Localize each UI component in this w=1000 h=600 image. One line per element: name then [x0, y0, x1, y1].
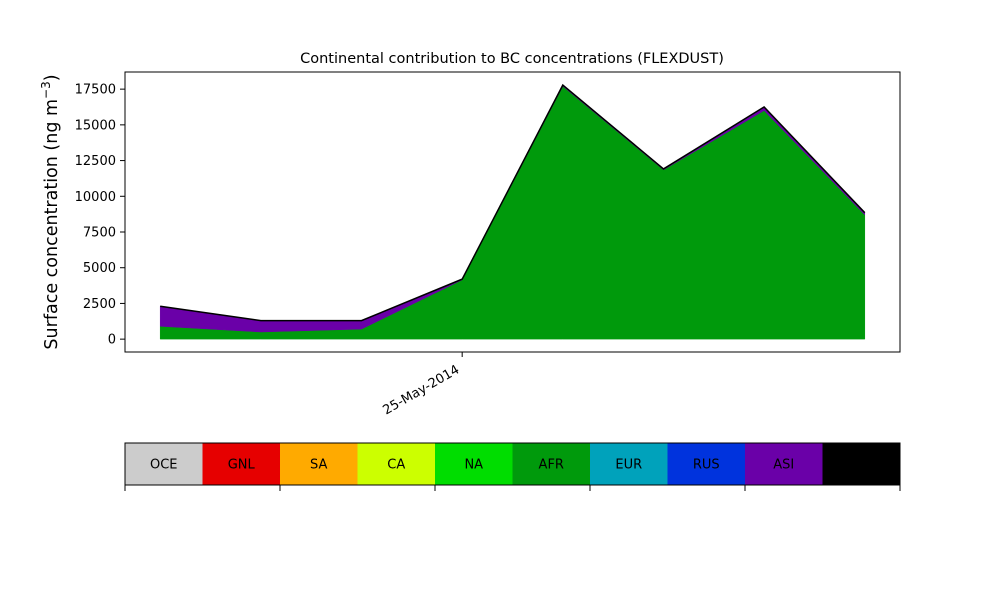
legend-label-asi: ASI [773, 458, 794, 473]
y-axis-label: Surface concentration (ng m−3) [39, 74, 62, 349]
area-series-afr [159, 85, 866, 340]
legend-label-na: NA [464, 458, 483, 473]
y-axis: 0 2500 5000 7500 10000 12500 15000 17500 [75, 83, 125, 348]
legend-swatch-afr [512, 443, 591, 485]
y-tick-label: 0 [108, 333, 116, 348]
legend-swatch-sa [280, 443, 358, 485]
y-tick-label: 2500 [83, 297, 116, 312]
x-axis: 25-May-2014 [380, 352, 463, 418]
legend-label-afr: AFR [539, 458, 564, 473]
y-axis-label-superscript: −3 [39, 81, 53, 99]
x-tick-label: 25-May-2014 [380, 362, 462, 418]
legend-swatch-ca [357, 443, 436, 485]
plot-frame [124, 71, 901, 353]
legend-label-eur: EUR [615, 458, 642, 473]
legend-swatch-eur [590, 443, 668, 485]
y-tick-label: 5000 [83, 261, 116, 276]
legend-label-gnl: GNL [228, 458, 256, 473]
y-tick-label: 7500 [83, 226, 116, 241]
legend-swatch-asi [745, 443, 823, 485]
y-axis-label-end: ) [42, 74, 62, 81]
legend-swatch-rus [667, 443, 746, 485]
chart-title: Continental contribution to BC concentra… [300, 51, 724, 67]
legend-label-oce: OCE [150, 458, 178, 473]
legend-label-rus: RUS [693, 458, 720, 473]
legend-swatch-na [435, 443, 513, 485]
legend-label-aus: AUS [848, 458, 875, 473]
y-tick-label: 15000 [75, 118, 116, 133]
legend-label-ca: CA [387, 458, 405, 473]
y-tick-label: 10000 [75, 190, 116, 205]
total-outline-line [160, 83, 866, 322]
y-tick-label: 12500 [75, 154, 116, 169]
legend-colorbar: OCE GNL SA CA NA AFR EUR RUS ASI AUS [124, 442, 901, 491]
legend-swatch-aus [822, 443, 901, 485]
y-axis-label-main: Surface concentration (ng m [42, 99, 62, 350]
plot-area [159, 83, 866, 340]
legend-swatch-gnl [202, 443, 281, 485]
legend-swatch-oce [125, 443, 203, 485]
legend-label-sa: SA [310, 458, 327, 473]
y-tick-label: 17500 [75, 83, 116, 98]
legend-frame [124, 442, 901, 486]
